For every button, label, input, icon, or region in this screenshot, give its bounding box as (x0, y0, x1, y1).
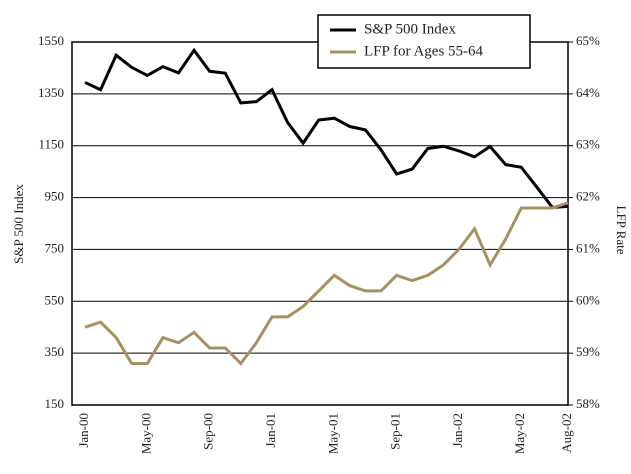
y2-tick-label: 64% (576, 85, 600, 100)
y2-tick-label: 58% (576, 396, 600, 411)
x-tick-label: Jan-01 (263, 413, 278, 448)
series-line (84, 201, 569, 366)
y-axis-label: S&P 500 Index (11, 184, 26, 264)
y2-tick-label: 61% (576, 240, 600, 255)
y-tick-label: 1550 (38, 33, 64, 48)
y2-axis-label: LFP Rate (614, 206, 629, 255)
plot-frame (71, 41, 569, 406)
x-tick-label: Sep-00 (201, 413, 216, 450)
y-tick-label: 350 (45, 344, 65, 359)
x-tick-label: Aug-02 (559, 413, 574, 453)
x-tick-label: Sep-01 (388, 413, 403, 450)
y2-tick-label: 63% (576, 137, 600, 152)
y-tick-label: 750 (45, 240, 65, 255)
y2-tick-label: 60% (576, 292, 600, 307)
legend-box (317, 14, 531, 69)
y-tick-label: 1350 (38, 85, 64, 100)
x-tick-label: May-00 (138, 413, 153, 454)
x-tick-label: Jan-02 (450, 413, 465, 448)
y-tick-label: 1150 (38, 137, 64, 152)
y-tick-label: 550 (45, 292, 65, 307)
x-tick-label: Jan-00 (76, 413, 91, 448)
y2-tick-label: 65% (576, 33, 600, 48)
series-line (84, 47, 569, 209)
legend-label: S&P 500 Index (364, 21, 456, 37)
y2-tick-label: 62% (576, 189, 600, 204)
x-tick-label: May-02 (512, 413, 527, 454)
y-tick-label: 150 (45, 396, 65, 411)
y2-tick-label: 59% (576, 344, 600, 359)
x-tick-label: May-01 (325, 413, 340, 454)
legend-label: LFP for Ages 55-64 (364, 43, 484, 59)
y-tick-label: 950 (45, 189, 65, 204)
